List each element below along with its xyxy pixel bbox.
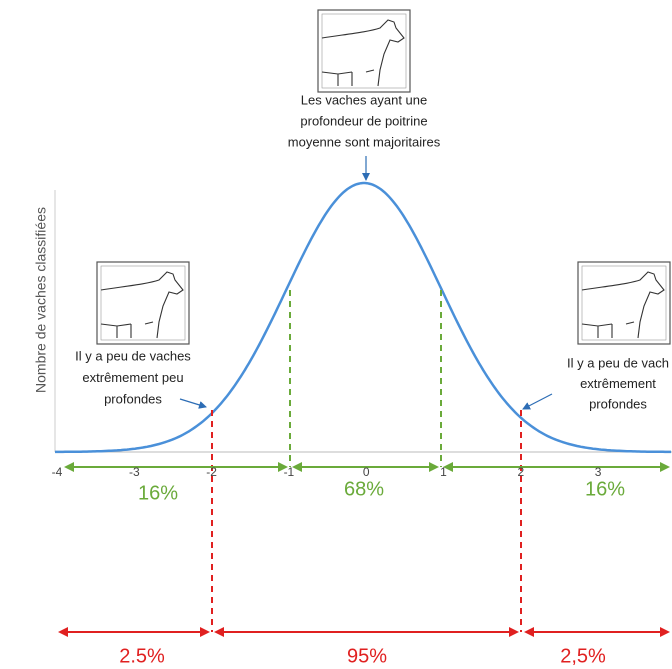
annotation-line: profondes xyxy=(589,396,647,411)
pointer-arrow xyxy=(179,398,207,409)
pointer-arrow xyxy=(522,393,553,410)
interval-label: 95% xyxy=(347,645,387,667)
interval-label: 68% xyxy=(344,478,384,500)
y-axis-label: Nombre de vaches classifiées xyxy=(33,207,49,393)
interval-label: 16% xyxy=(138,482,178,504)
x-tick-label: -1 xyxy=(284,465,295,479)
annotation-line: Il y a peu de vaches xyxy=(75,348,191,363)
annotation-line: Les vaches ayant une xyxy=(301,92,427,107)
annotation-line: profondes xyxy=(104,391,162,406)
interval-label: 16% xyxy=(585,478,625,500)
x-tick-label: -3 xyxy=(129,465,140,479)
annotation-line: extrêmement xyxy=(580,376,656,391)
x-tick-label: -2 xyxy=(206,465,217,479)
x-tick-label: -4 xyxy=(52,465,63,479)
annotation-line: Il y a peu de vach xyxy=(567,355,669,370)
cow-image xyxy=(577,261,671,345)
annotation-line: moyenne sont majoritaires xyxy=(288,134,441,149)
annotation-line: profondeur de poitrine xyxy=(300,113,427,128)
cow-image xyxy=(96,261,190,345)
x-tick-label: 3 xyxy=(595,465,602,479)
x-tick-label: 0 xyxy=(363,465,370,479)
interval-label: 2.5% xyxy=(119,645,165,667)
x-tick-label: 1 xyxy=(440,465,447,479)
x-tick-label: 2 xyxy=(517,465,524,479)
bell-curve xyxy=(55,181,671,454)
annotation-line: extrêmement peu xyxy=(82,370,183,385)
interval-label: 2,5% xyxy=(560,645,606,667)
cow-image xyxy=(317,9,411,93)
